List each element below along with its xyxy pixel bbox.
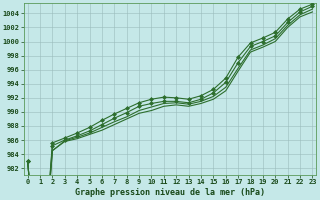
X-axis label: Graphe pression niveau de la mer (hPa): Graphe pression niveau de la mer (hPa) [75,188,265,197]
